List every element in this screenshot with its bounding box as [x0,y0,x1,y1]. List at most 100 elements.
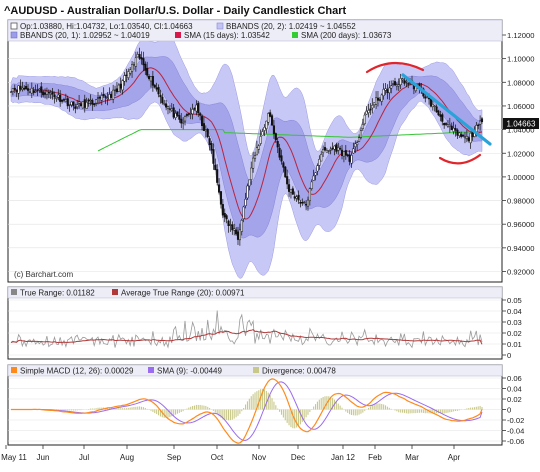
candle-body [426,96,429,98]
true-range-plot-area[interactable] [10,310,483,349]
candle-body [380,94,383,102]
candle-body [431,103,434,108]
legend-sma15-text: SMA (15 days): 1.03542 [184,31,270,40]
price-tick-label: 1.08000 [507,78,534,87]
candle-body [193,108,196,110]
candle-body [104,96,107,98]
last-price-badge: 1.04663 [503,118,539,129]
candle-body [403,80,406,84]
candle-body [161,96,164,104]
candle-body [91,100,94,105]
candle-body [180,118,183,124]
candle-body [333,145,336,150]
date-tick-label: Jul [79,453,89,462]
candle-body [424,96,427,99]
swatch-icon [253,367,259,373]
candle-body [282,162,285,168]
candle-body [174,113,177,119]
candle-body [183,116,187,122]
candle-body [225,215,228,220]
candle-body [467,137,470,141]
candle-body [250,167,253,180]
candle-body [405,81,408,83]
candle-body [238,229,241,241]
candle-body [153,84,156,88]
candle-body [401,78,404,81]
candle-body [78,101,81,104]
candle-body [280,155,283,162]
candle-body [30,87,33,94]
candle-body [142,58,145,66]
candle-body [129,69,132,74]
watermark: (c) Barchart.com [14,270,73,279]
legend-item-sma200: SMA (200 days): 1.03673 [292,31,392,40]
candle-body [26,88,30,91]
macd-tick-label: 0.02 [507,395,522,404]
candle-body [297,194,300,201]
date-tick-label: May 11 [1,453,27,462]
candle-body [221,204,224,216]
candle-body [261,131,264,136]
legend-bbands2-text: BBANDS (20, 2): 1.02419 ~ 1.04552 [226,22,356,31]
swatch-icon [175,32,181,38]
candle-body [210,143,213,151]
candle-body [83,99,86,108]
candle-body [72,101,75,106]
candle-body [112,89,115,100]
candle-body [165,103,168,108]
candle-body [365,110,368,115]
trendline-annotation [401,73,492,146]
candle-body [47,91,50,94]
candle-body [357,137,361,142]
candle-body [85,101,88,109]
tr-tick-label: 0.04 [507,307,522,316]
candle-body [469,132,472,144]
candle-body [206,129,209,138]
candle-body [310,181,313,189]
candle-body [435,106,438,113]
candle-body [291,188,294,195]
candle-body [223,213,226,218]
candle-body [356,142,359,145]
candle-icon [10,22,18,30]
candle-body [96,97,100,99]
candle-body [236,231,240,240]
legend-item-sma15: SMA (15 days): 1.03542 [175,31,270,40]
candle-body [477,124,480,126]
candle-body [187,113,190,115]
candle-body [121,80,124,91]
candle-body [433,105,436,107]
candle-body [303,201,306,204]
candle-body [363,114,366,125]
candle-body [252,157,255,169]
candle-body [267,113,270,123]
candle-body [257,145,260,150]
macd-tick-label: 0.04 [507,385,522,394]
candle-body [369,108,372,111]
candle-body [265,120,268,129]
legend-item-bbands-2: BBANDS (20, 2): 1.02419 ~ 1.04552 [216,22,356,31]
price-tick-label: 0.94000 [507,244,534,253]
macd-plot-area[interactable] [11,378,483,444]
candle-body [49,92,52,95]
candle-body [270,115,274,126]
macd-legend: Simple MACD (12, 26): 0.00029 SMA (9): -… [7,364,503,377]
candle-body [395,84,398,87]
candle-body [45,90,48,95]
candle-body [95,99,98,104]
candle-body [123,75,126,82]
candle-body [176,111,179,116]
candle-body [452,127,455,132]
top-arc-annotation [365,61,425,74]
true-range-gridlines [8,299,502,356]
price-plot-area[interactable] [9,35,492,279]
true-range-panel [7,286,503,360]
candle-body [299,201,302,204]
candle-body [448,124,451,127]
candle-body [284,166,287,178]
candle-body [191,109,194,115]
candle-body [308,188,311,202]
candle-body [446,124,450,127]
candle-body [340,149,344,156]
sma15-line [10,67,483,220]
